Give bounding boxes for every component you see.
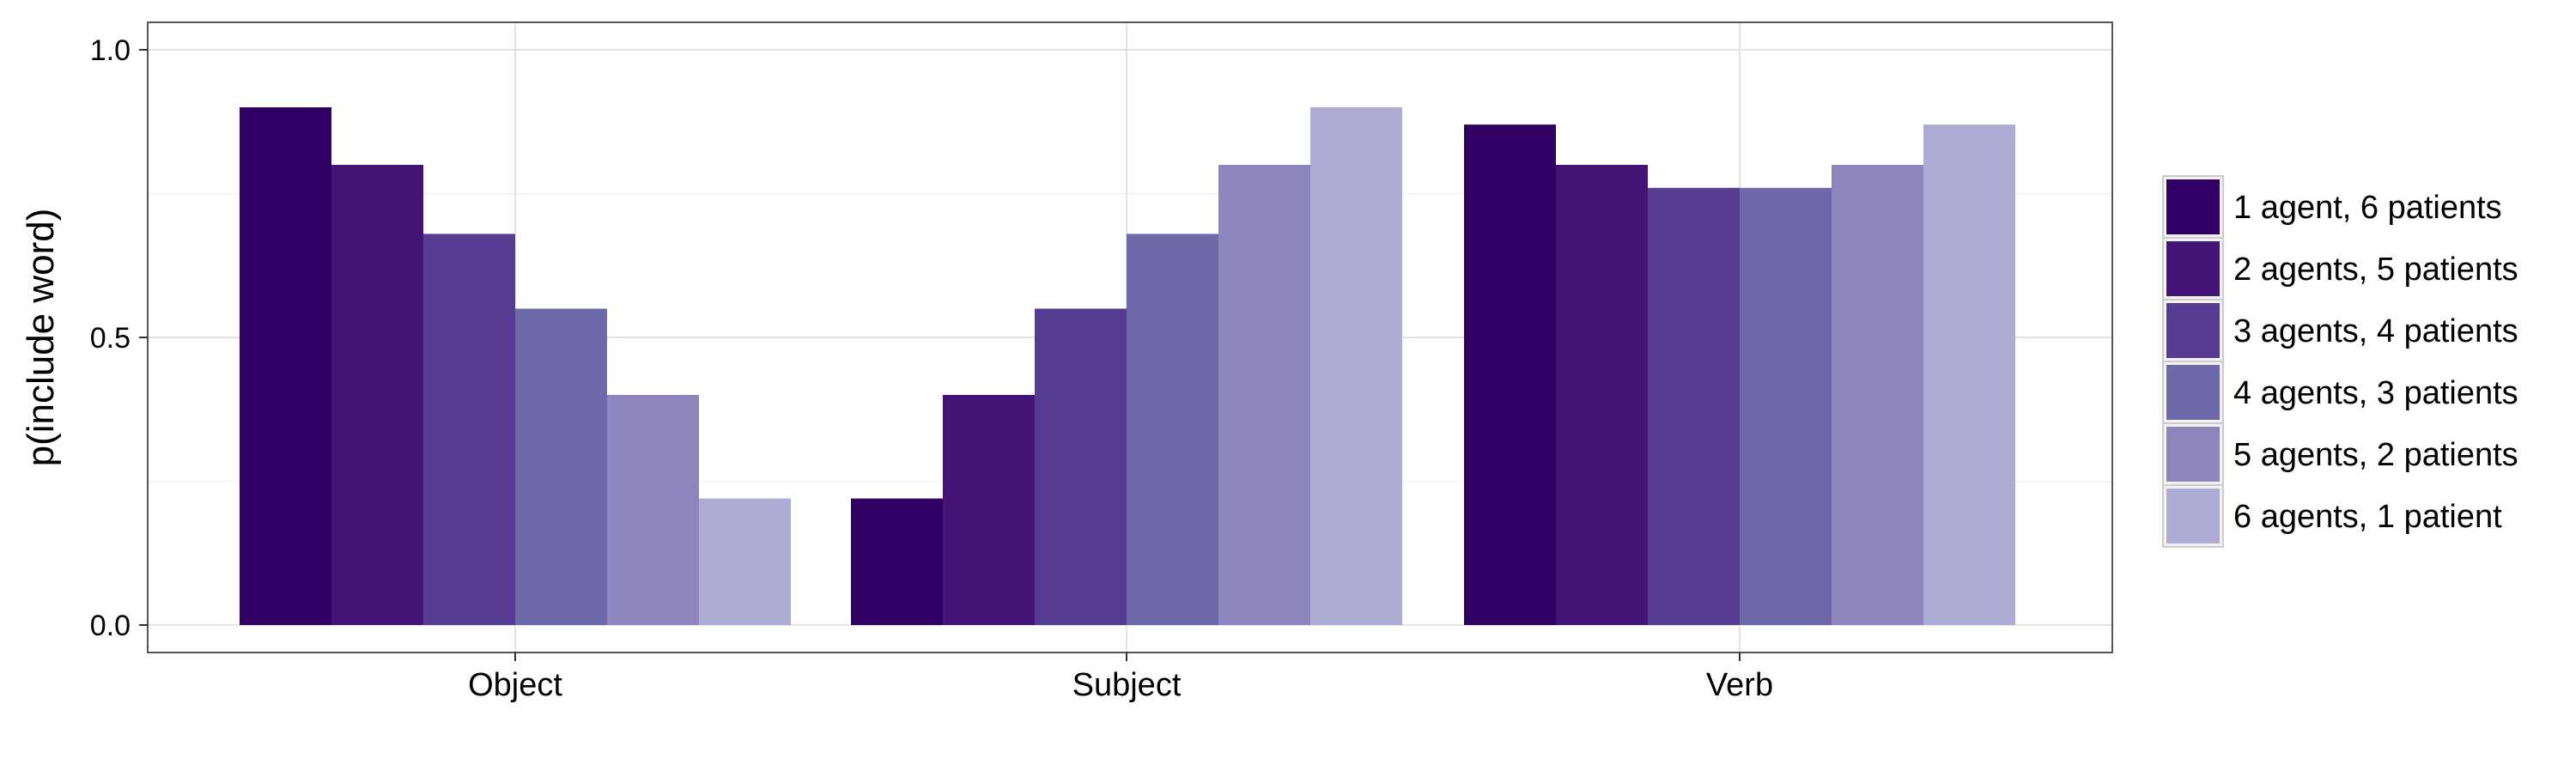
x-tick-label: Object [468, 667, 562, 703]
x-tick-label: Verb [1706, 667, 1773, 703]
bar-subject-series-6 [1310, 107, 1402, 625]
bars-layer [240, 107, 2015, 626]
legend-swatch-series-4[interactable] [2166, 365, 2220, 420]
bar-object-series-1 [240, 107, 331, 625]
bar-object-series-2 [331, 165, 423, 625]
bar-object-series-4 [515, 308, 607, 625]
y-tick-label: 0.0 [90, 610, 131, 642]
legend-swatch-series-2[interactable] [2166, 241, 2220, 296]
bar-subject-series-4 [1127, 234, 1218, 625]
legend-label-series-6[interactable]: 6 agents, 1 patient [2233, 499, 2502, 535]
bar-object-series-6 [699, 498, 791, 625]
y-tick-label: 0.5 [90, 322, 131, 355]
bar-verb-series-6 [1923, 124, 2015, 626]
y-axis-title: p(include word) [20, 209, 62, 467]
legend-label-series-1[interactable]: 1 agent, 6 patients [2233, 190, 2502, 226]
x-tick-label: Subject [1072, 667, 1182, 703]
x-axis: Object Subject Verb [468, 653, 1773, 703]
bar-verb-series-1 [1464, 124, 1556, 626]
legend-swatch-series-3[interactable] [2166, 303, 2220, 358]
legend-label-series-4[interactable]: 4 agents, 3 patients [2233, 375, 2518, 411]
legend-swatch-series-1[interactable] [2166, 179, 2220, 234]
legend-label-series-2[interactable]: 2 agents, 5 patients [2233, 252, 2518, 288]
bar-verb-series-3 [1648, 187, 1740, 626]
bar-verb-series-2 [1556, 165, 1648, 625]
bar-subject-series-5 [1218, 165, 1310, 625]
bar-object-series-5 [607, 395, 699, 625]
y-axis: 0.0 0.5 1.0 [90, 34, 148, 642]
legend-swatch-series-6[interactable] [2166, 489, 2220, 543]
legend[interactable]: 1 agent, 6 patients 2 agents, 5 patients 3… [2162, 175, 2518, 548]
bar-verb-series-5 [1832, 165, 1923, 625]
legend-label-series-5[interactable]: 5 agents, 2 patients [2233, 437, 2518, 473]
bar-object-series-3 [423, 234, 515, 625]
bar-subject-series-2 [943, 395, 1035, 625]
bar-subject-series-3 [1035, 308, 1127, 625]
bar-subject-series-1 [851, 498, 943, 625]
legend-label-series-3[interactable]: 3 agents, 4 patients [2233, 313, 2518, 349]
y-tick-label: 1.0 [90, 34, 131, 67]
legend-swatch-series-5[interactable] [2166, 427, 2220, 482]
bar-verb-series-4 [1740, 187, 1832, 626]
